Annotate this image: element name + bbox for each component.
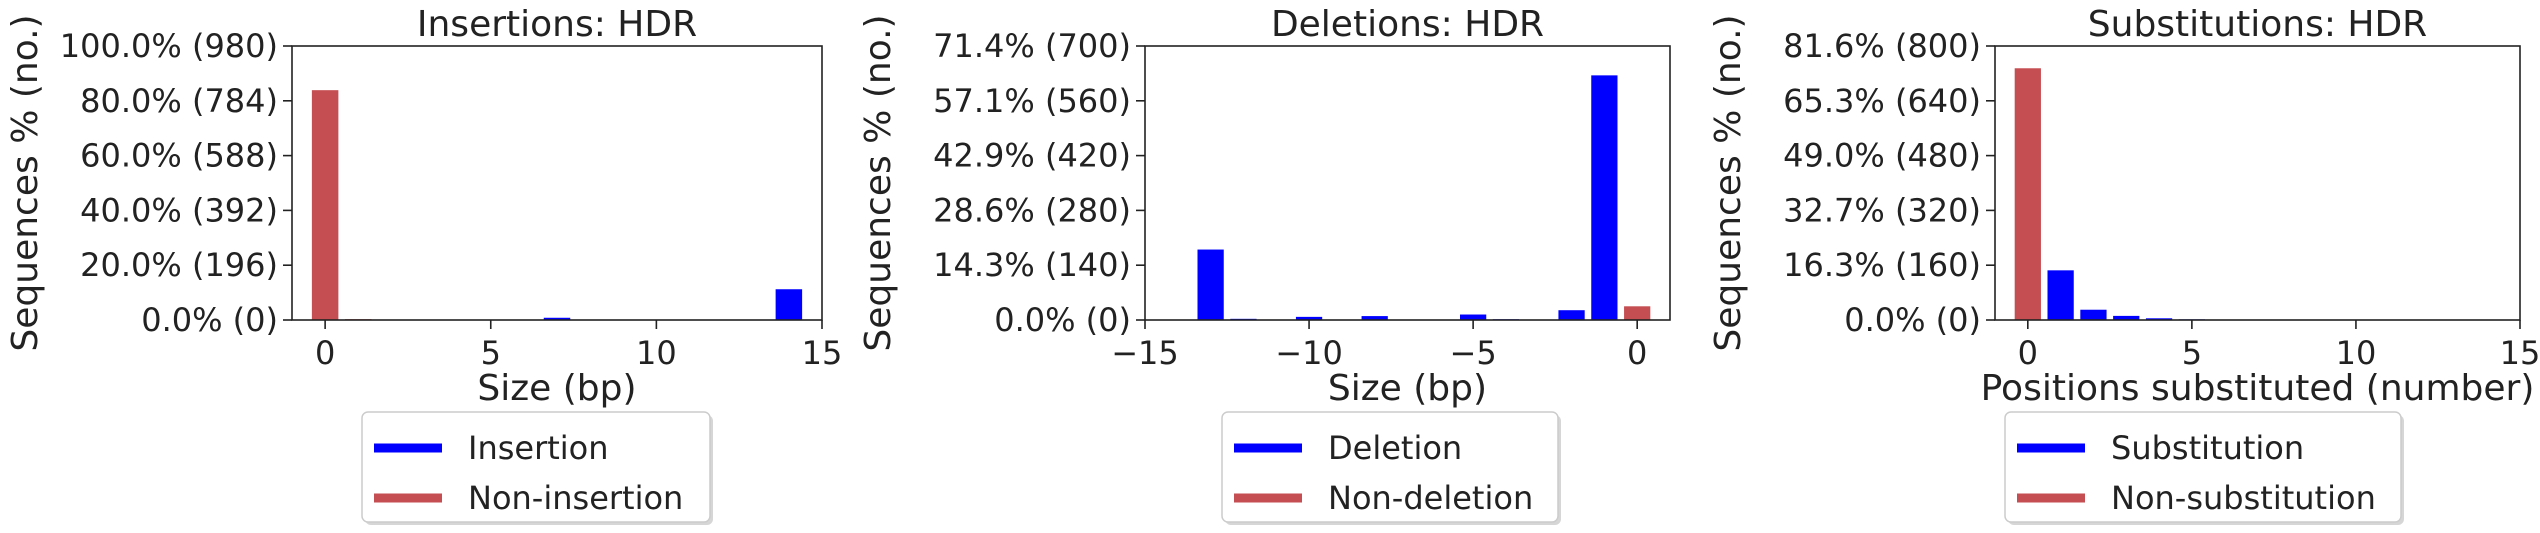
- panel-2-axes-frame: [1144, 45, 1671, 321]
- panel-3-bar-primary-3: [2145, 318, 2173, 320]
- panel-3-ytick-label-2: 32.7% (320): [1783, 191, 1981, 229]
- panel-3-bar-primary-1: [2080, 309, 2107, 320]
- panel-2-xlabel: Size (bp): [1328, 368, 1487, 409]
- panel-3-legend-box: [2004, 411, 2402, 523]
- panel-3-xtick-label-2: 10: [2336, 334, 2377, 372]
- panel-3-xtick-label-3: 15: [2500, 334, 2540, 372]
- panel-3-ytick-label-5: 81.6% (800): [1783, 27, 1981, 65]
- panel-2-xtick-label-1: −10: [1275, 334, 1343, 372]
- panel-2-ytick-label-4: 57.1% (560): [933, 82, 1131, 120]
- panel-3-ytick-label-3: 49.0% (480): [1783, 137, 1981, 175]
- panel-2-bar-primary-6: [1558, 310, 1585, 320]
- panel-3-legend-label-1: Non-substitution: [2111, 479, 2376, 517]
- panel-3-title: Substitutions: HDR: [2088, 4, 2427, 45]
- panel-1-bar-primary-0: [543, 317, 571, 320]
- panel-2-ytick-label-2: 28.6% (280): [933, 191, 1131, 229]
- panel-2-ytick-label-0: 0.0% (0): [994, 301, 1131, 339]
- panel-1-ytick-label-2: 40.0% (392): [80, 191, 278, 229]
- panel-2-xtick-label-0: −15: [1111, 334, 1179, 372]
- panel-3-xtick-label-1: 5: [2182, 334, 2202, 372]
- panel-3-ytick-label-4: 65.3% (640): [1783, 82, 1981, 120]
- panel-1-ytick-label-3: 60.0% (588): [80, 137, 278, 175]
- panel-2-bar-primary-3: [1361, 316, 1388, 320]
- panel-1-xtick-label-3: 15: [802, 334, 843, 372]
- panel-3-xlabel: Positions substituted (number): [1981, 368, 2535, 409]
- panel-2-bar-primary-7: [1591, 75, 1618, 320]
- panel-1-axes-frame: [291, 45, 823, 321]
- panel-2-ytick-label-1: 14.3% (140): [933, 246, 1131, 284]
- panel-1-ytick-label-0: 0.0% (0): [141, 301, 278, 339]
- panel-1-legend-label-0: Insertion: [468, 429, 609, 467]
- panel-1-ylabel: Sequences % (no.): [5, 14, 46, 351]
- panel-1-xtick-label-0: 0: [315, 334, 335, 372]
- panel-1-xlabel: Size (bp): [477, 368, 636, 409]
- panel-3-bar-primary-2: [2113, 315, 2140, 320]
- panel-1-ytick-label-1: 20.0% (196): [80, 246, 278, 284]
- panel-3-ytick-label-1: 16.3% (160): [1783, 246, 1981, 284]
- panel-1-xtick-label-2: 10: [636, 334, 677, 372]
- panel-3-axes-frame: [1994, 45, 2521, 321]
- panel-2-bar-primary-4: [1460, 314, 1487, 320]
- panel-2-legend-label-1: Non-deletion: [1328, 479, 1533, 517]
- panel-1-title: Insertions: HDR: [417, 4, 697, 45]
- panel-2-bar-secondary-0: [1624, 306, 1651, 320]
- panel-2-ytick-label-3: 42.9% (420): [933, 137, 1131, 175]
- panel-2-ylabel: Sequences % (no.): [858, 14, 899, 351]
- panel-2-ytick-label-5: 71.4% (700): [933, 27, 1131, 65]
- panel-2-bar-primary-0: [1197, 249, 1224, 320]
- panel-3-bar-secondary-0: [2014, 68, 2041, 320]
- panel-3-ylabel: Sequences % (no.): [1708, 14, 1749, 351]
- panel-3-ytick-label-0: 0.0% (0): [1844, 301, 1981, 339]
- panel-1-bar-primary-1: [775, 289, 803, 320]
- panel-2-legend-label-0: Deletion: [1328, 429, 1462, 467]
- panel-3-legend-label-0: Substitution: [2111, 429, 2304, 467]
- panel-2-bar-primary-2: [1295, 316, 1323, 320]
- panel-3-bar-primary-0: [2047, 270, 2074, 320]
- panel-2-title: Deletions: HDR: [1271, 4, 1544, 45]
- panel-1-ytick-label-4: 80.0% (784): [80, 82, 278, 120]
- panel-2-xtick-label-3: 0: [1627, 334, 1647, 372]
- panel-1-xtick-label-1: 5: [481, 334, 501, 372]
- panel-1-legend-label-1: Non-insertion: [468, 479, 683, 517]
- panel-2-xtick-label-2: −5: [1450, 334, 1497, 372]
- panel-2-legend-box: [1221, 411, 1559, 523]
- panel-1-legend-box: [361, 411, 711, 523]
- panel-1-bar-secondary-0: [311, 90, 339, 320]
- panel-3-xtick-label-0: 0: [2018, 334, 2038, 372]
- panel-1-ytick-label-5: 100.0% (980): [60, 27, 278, 65]
